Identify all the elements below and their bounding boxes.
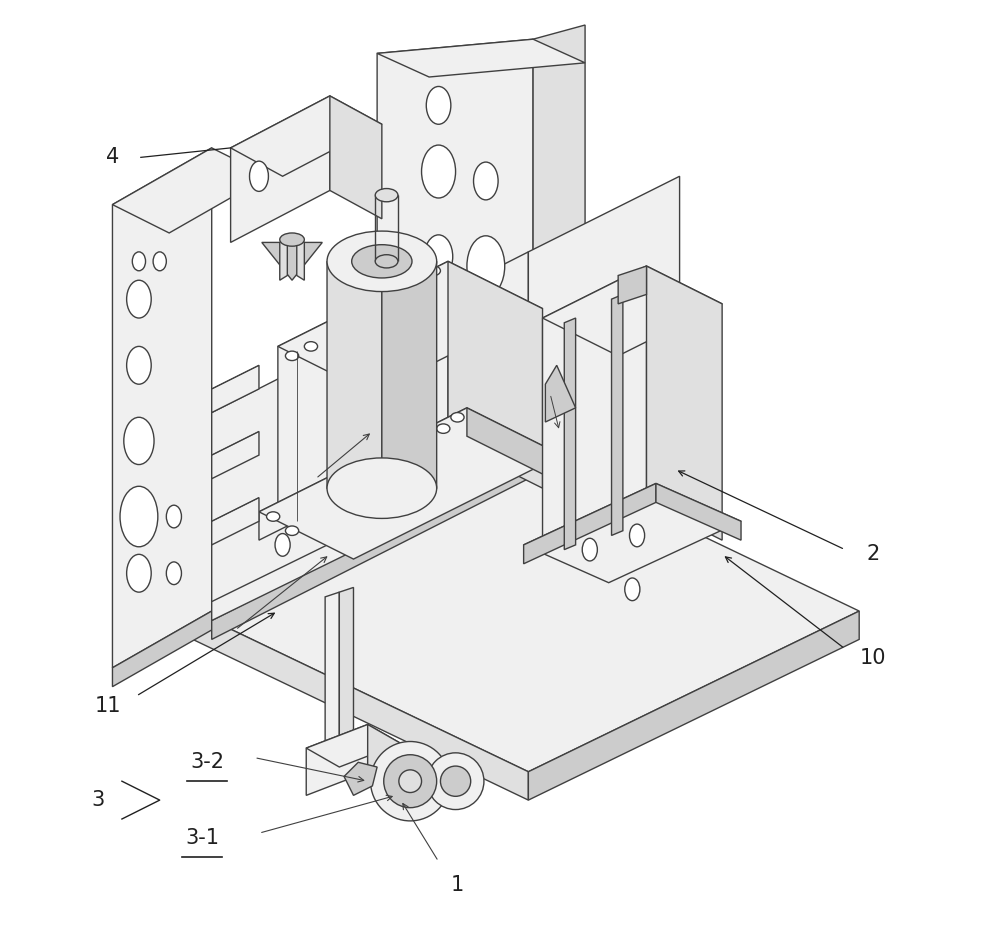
Polygon shape bbox=[368, 724, 401, 791]
Polygon shape bbox=[528, 611, 859, 800]
Ellipse shape bbox=[351, 515, 366, 538]
Polygon shape bbox=[278, 262, 448, 526]
Ellipse shape bbox=[464, 303, 508, 371]
Polygon shape bbox=[448, 262, 543, 488]
Polygon shape bbox=[259, 408, 561, 559]
Text: 3: 3 bbox=[92, 790, 105, 811]
Polygon shape bbox=[467, 408, 561, 483]
Polygon shape bbox=[280, 238, 287, 281]
Polygon shape bbox=[193, 450, 859, 772]
Polygon shape bbox=[212, 460, 528, 639]
Ellipse shape bbox=[429, 321, 448, 352]
Ellipse shape bbox=[371, 741, 450, 821]
Text: 10: 10 bbox=[860, 648, 887, 668]
Ellipse shape bbox=[327, 231, 437, 292]
Polygon shape bbox=[112, 148, 268, 233]
Ellipse shape bbox=[427, 753, 484, 810]
Polygon shape bbox=[259, 408, 467, 540]
Ellipse shape bbox=[352, 245, 412, 278]
Polygon shape bbox=[533, 25, 585, 436]
Polygon shape bbox=[212, 365, 259, 412]
Polygon shape bbox=[325, 592, 339, 762]
Ellipse shape bbox=[250, 161, 268, 191]
Polygon shape bbox=[306, 724, 401, 767]
Text: 1: 1 bbox=[451, 875, 464, 895]
Text: 11: 11 bbox=[94, 696, 121, 716]
Ellipse shape bbox=[275, 534, 290, 556]
Polygon shape bbox=[278, 262, 543, 393]
Polygon shape bbox=[212, 498, 259, 545]
Polygon shape bbox=[618, 266, 647, 304]
Ellipse shape bbox=[375, 189, 398, 202]
Ellipse shape bbox=[375, 255, 398, 268]
Polygon shape bbox=[377, 39, 533, 517]
Polygon shape bbox=[528, 384, 680, 479]
Ellipse shape bbox=[280, 233, 304, 246]
Ellipse shape bbox=[285, 526, 299, 536]
Ellipse shape bbox=[582, 538, 597, 561]
Polygon shape bbox=[330, 96, 382, 219]
Ellipse shape bbox=[629, 524, 645, 547]
Ellipse shape bbox=[166, 505, 181, 528]
Ellipse shape bbox=[451, 412, 464, 422]
Ellipse shape bbox=[474, 162, 498, 200]
Ellipse shape bbox=[127, 281, 151, 318]
Ellipse shape bbox=[327, 458, 437, 519]
Text: 3-1: 3-1 bbox=[185, 828, 219, 848]
Polygon shape bbox=[297, 238, 304, 281]
Polygon shape bbox=[612, 295, 623, 536]
Text: 3-2: 3-2 bbox=[190, 753, 224, 773]
Ellipse shape bbox=[467, 236, 505, 297]
Ellipse shape bbox=[132, 252, 146, 271]
Polygon shape bbox=[193, 611, 528, 800]
Polygon shape bbox=[212, 252, 528, 621]
Ellipse shape bbox=[625, 578, 640, 601]
Polygon shape bbox=[339, 588, 353, 757]
Ellipse shape bbox=[440, 766, 471, 796]
Polygon shape bbox=[231, 96, 382, 176]
Polygon shape bbox=[344, 762, 377, 795]
Ellipse shape bbox=[124, 417, 154, 465]
Ellipse shape bbox=[120, 486, 158, 547]
Ellipse shape bbox=[153, 252, 166, 271]
Polygon shape bbox=[112, 148, 212, 667]
Ellipse shape bbox=[127, 346, 151, 384]
Ellipse shape bbox=[166, 562, 181, 585]
Polygon shape bbox=[377, 39, 585, 77]
Ellipse shape bbox=[437, 424, 450, 433]
Polygon shape bbox=[306, 724, 368, 795]
Polygon shape bbox=[382, 262, 437, 505]
Polygon shape bbox=[545, 365, 576, 422]
Polygon shape bbox=[656, 483, 741, 540]
Ellipse shape bbox=[267, 512, 280, 521]
Polygon shape bbox=[524, 483, 656, 564]
Polygon shape bbox=[524, 483, 741, 583]
Ellipse shape bbox=[304, 341, 318, 351]
Ellipse shape bbox=[422, 145, 456, 198]
Ellipse shape bbox=[384, 755, 437, 808]
Polygon shape bbox=[564, 318, 576, 550]
Ellipse shape bbox=[413, 276, 426, 285]
Polygon shape bbox=[231, 96, 330, 243]
Polygon shape bbox=[543, 266, 722, 356]
Polygon shape bbox=[212, 483, 453, 621]
Ellipse shape bbox=[424, 235, 453, 279]
Polygon shape bbox=[212, 431, 259, 479]
Text: 4: 4 bbox=[106, 147, 119, 168]
Polygon shape bbox=[647, 266, 722, 540]
Ellipse shape bbox=[426, 86, 451, 124]
Polygon shape bbox=[327, 262, 382, 505]
Polygon shape bbox=[528, 176, 680, 460]
Polygon shape bbox=[262, 243, 322, 281]
Ellipse shape bbox=[127, 555, 151, 592]
Polygon shape bbox=[543, 266, 647, 555]
Polygon shape bbox=[112, 611, 212, 686]
Ellipse shape bbox=[427, 266, 440, 276]
Ellipse shape bbox=[285, 351, 299, 360]
Ellipse shape bbox=[399, 770, 422, 793]
Text: 2: 2 bbox=[867, 544, 880, 564]
